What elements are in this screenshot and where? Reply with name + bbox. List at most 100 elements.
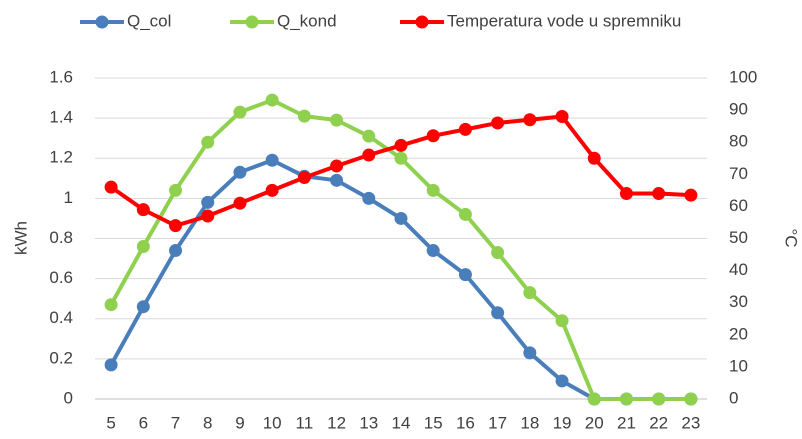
data-point bbox=[523, 113, 537, 127]
data-point bbox=[265, 153, 279, 167]
y-tick-label: 0.4 bbox=[49, 308, 73, 327]
data-point bbox=[265, 183, 279, 197]
y2-tick-label: 80 bbox=[729, 132, 748, 151]
y2-tick-label: 30 bbox=[729, 292, 748, 311]
data-point bbox=[555, 110, 569, 124]
data-point bbox=[330, 159, 344, 173]
data-point bbox=[233, 105, 247, 119]
y-tick-label: 0.2 bbox=[49, 348, 73, 367]
data-point bbox=[169, 219, 183, 233]
x-tick-label: 16 bbox=[456, 413, 475, 432]
data-point bbox=[330, 173, 344, 187]
data-point bbox=[426, 183, 440, 197]
data-point bbox=[491, 116, 505, 130]
data-point bbox=[426, 244, 440, 258]
y2-tick-label: 20 bbox=[729, 324, 748, 343]
data-point bbox=[297, 171, 311, 185]
x-tick-label: 12 bbox=[327, 413, 346, 432]
data-point bbox=[652, 392, 666, 406]
legend-label: Q_col bbox=[127, 11, 171, 30]
y2-tick-label: 40 bbox=[729, 260, 748, 279]
data-point bbox=[652, 187, 666, 201]
data-point bbox=[362, 148, 376, 162]
series-line bbox=[109, 114, 691, 228]
y-tick-label: 0 bbox=[64, 388, 73, 407]
x-tick-label: 20 bbox=[585, 413, 604, 432]
x-tick-label: 14 bbox=[392, 413, 411, 432]
data-point bbox=[619, 392, 633, 406]
legend-marker bbox=[415, 15, 429, 29]
data-point bbox=[201, 195, 215, 209]
x-tick-label: 17 bbox=[488, 413, 507, 432]
data-point bbox=[458, 268, 472, 282]
y-axis-label: kWh bbox=[11, 221, 30, 255]
data-point bbox=[136, 300, 150, 314]
data-point bbox=[104, 358, 118, 372]
data-point bbox=[491, 246, 505, 260]
y2-tick-label: 70 bbox=[729, 164, 748, 183]
x-tick-label: 15 bbox=[424, 413, 443, 432]
data-point bbox=[169, 183, 183, 197]
series-line bbox=[109, 158, 691, 401]
y-tick-label: 0.8 bbox=[49, 228, 73, 247]
x-tick-label: 6 bbox=[139, 413, 148, 432]
x-tick-label: 7 bbox=[171, 413, 180, 432]
data-point bbox=[555, 314, 569, 328]
y2-tick-label: 60 bbox=[729, 196, 748, 215]
x-tick-label: 21 bbox=[617, 413, 636, 432]
y2-tick-label: 100 bbox=[729, 67, 757, 86]
data-point bbox=[330, 113, 344, 127]
data-point bbox=[136, 240, 150, 254]
data-point bbox=[201, 135, 215, 149]
x-tick-label: 19 bbox=[553, 413, 572, 432]
data-point bbox=[297, 109, 311, 123]
data-point bbox=[169, 244, 183, 258]
data-point bbox=[619, 187, 633, 201]
data-point bbox=[458, 122, 472, 136]
legend-label: Temperatura vode u spremniku bbox=[447, 11, 681, 30]
x-tick-label: 13 bbox=[359, 413, 378, 432]
y-tick-label: 0.6 bbox=[49, 268, 73, 287]
data-point bbox=[104, 298, 118, 312]
x-tick-label: 22 bbox=[649, 413, 668, 432]
x-tick-label: 11 bbox=[296, 413, 314, 432]
legend-marker bbox=[95, 15, 109, 29]
legend-label: Q_kond bbox=[277, 11, 337, 30]
data-point bbox=[136, 203, 150, 217]
data-point bbox=[523, 346, 537, 360]
data-point bbox=[394, 138, 408, 152]
data-point bbox=[555, 374, 569, 388]
x-tick-label: 8 bbox=[203, 413, 212, 432]
x-tick-label: 18 bbox=[520, 413, 539, 432]
data-point bbox=[523, 286, 537, 300]
x-tick-label: 5 bbox=[106, 413, 115, 432]
y2-axis-label: °C bbox=[782, 228, 801, 247]
data-point bbox=[362, 191, 376, 205]
data-point bbox=[684, 392, 698, 406]
data-point bbox=[394, 211, 408, 225]
y-tick-label: 1.6 bbox=[49, 67, 73, 86]
x-tick-label: 23 bbox=[681, 413, 700, 432]
data-point bbox=[233, 196, 247, 210]
data-point bbox=[362, 129, 376, 143]
y2-tick-label: 10 bbox=[729, 356, 748, 375]
data-point bbox=[491, 306, 505, 320]
x-tick-label: 9 bbox=[235, 413, 244, 432]
y2-tick-label: 0 bbox=[729, 388, 738, 407]
data-point bbox=[265, 93, 279, 107]
y2-tick-label: 50 bbox=[729, 228, 748, 247]
data-point bbox=[233, 165, 247, 179]
legend-marker bbox=[245, 15, 259, 29]
data-point bbox=[587, 151, 601, 165]
y-tick-label: 1 bbox=[64, 188, 73, 207]
y-tick-label: 1.2 bbox=[49, 148, 73, 167]
x-tick-label: 10 bbox=[263, 413, 282, 432]
data-point bbox=[458, 207, 472, 221]
data-point bbox=[684, 188, 698, 202]
y-tick-label: 1.4 bbox=[49, 108, 73, 127]
data-point bbox=[104, 180, 118, 194]
y2-tick-label: 90 bbox=[729, 100, 748, 119]
data-point bbox=[394, 151, 408, 165]
data-point bbox=[426, 129, 440, 143]
